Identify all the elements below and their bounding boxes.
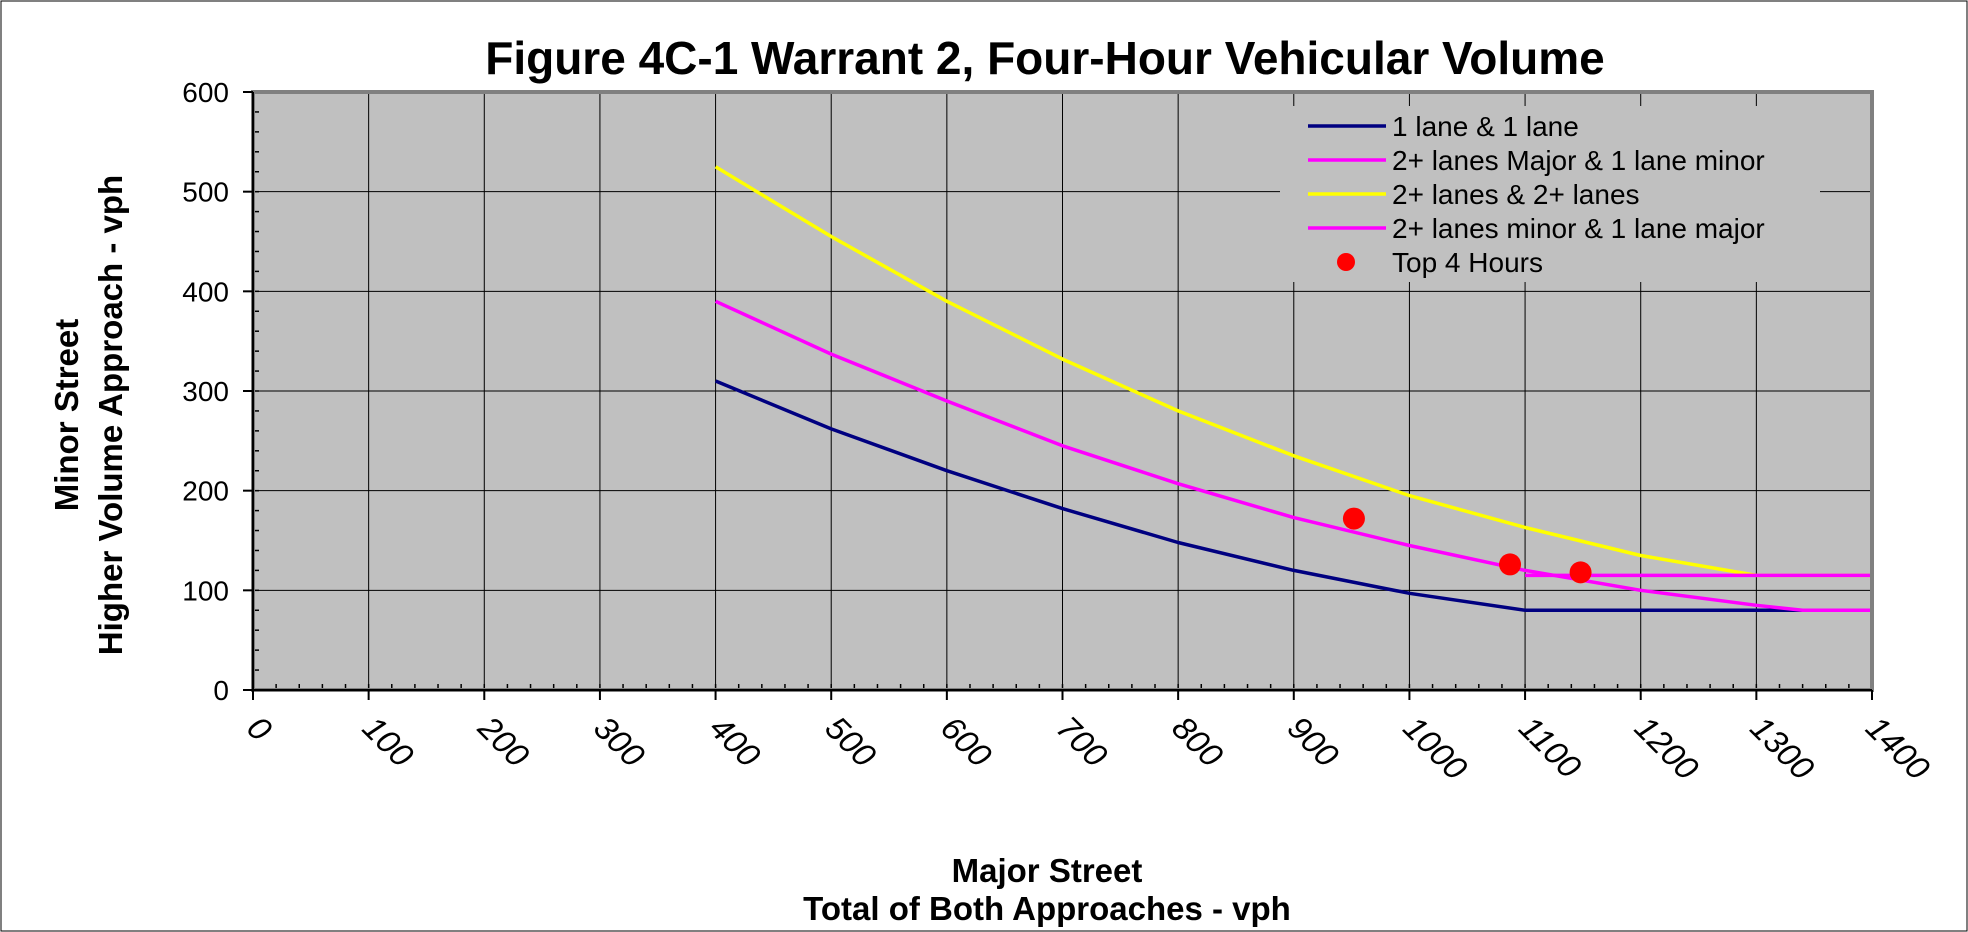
chart-title: Figure 4C-1 Warrant 2, Four-Hour Vehicul…	[485, 32, 1605, 84]
legend-label-5: Top 4 Hours	[1392, 247, 1543, 278]
y-tick-label-400: 400	[182, 276, 229, 307]
series-line-2	[714, 299, 1872, 613]
y-axis-ticks: 0 100 200 300 400 500 600	[182, 77, 253, 706]
series-points	[1342, 507, 1592, 584]
series-line-1	[714, 379, 1872, 613]
legend-label-3: 2+ lanes & 2+ lanes	[1392, 179, 1640, 210]
legend-label-2: 2+ lanes Major & 1 lane minor	[1392, 145, 1765, 176]
y-tick-label-200: 200	[182, 476, 229, 507]
data-point-top-4-hours-1	[1342, 507, 1365, 530]
legend-label-1: 1 lane & 1 lane	[1392, 111, 1579, 142]
x-axis-title-line1: Major Street	[952, 852, 1143, 889]
data-point-top-4-hours-3	[1569, 561, 1592, 584]
legend-label-4: 2+ lanes minor & 1 lane major	[1392, 213, 1765, 244]
y-tick-label-100: 100	[182, 575, 229, 606]
series-line-3	[714, 165, 1872, 578]
x-axis-title-line2: Total of Both Approaches - vph	[803, 890, 1291, 927]
y-tick-label-0: 0	[213, 675, 229, 706]
data-point-top-4-hours-2	[1499, 553, 1522, 576]
y-tick-label-300: 300	[182, 376, 229, 407]
y-axis-title-line2: Higher Volume Approach - vph	[92, 175, 129, 655]
legend-marker-5	[1337, 253, 1355, 271]
y-tick-label-500: 500	[182, 177, 229, 208]
y-tick-label-600: 600	[182, 77, 229, 108]
y-axis-title-line1: Minor Street	[48, 319, 85, 512]
